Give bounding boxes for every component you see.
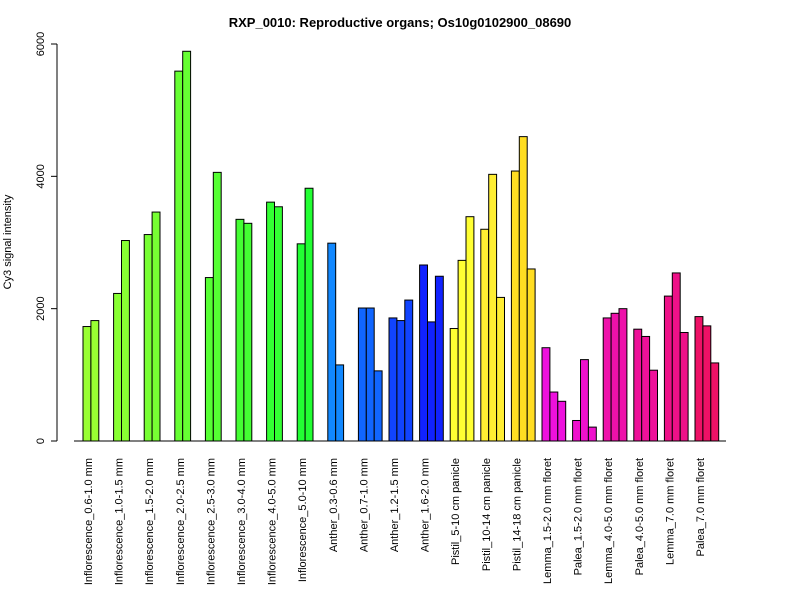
bar xyxy=(296,243,306,442)
bar xyxy=(204,277,214,442)
category-label: Lemma_4.0-5.0 mm floret xyxy=(603,458,615,584)
y-tick-label: 2000 xyxy=(35,296,47,320)
bar xyxy=(304,187,314,442)
category-label: Anther_0.3-0.6 mm xyxy=(328,458,340,552)
bar xyxy=(580,359,589,442)
category-label: Pistil_10-14 cm panicle xyxy=(481,458,493,571)
y-tick-label: 0 xyxy=(35,438,47,444)
category-label: Anther_1.6-2.0 mm xyxy=(420,458,432,552)
category-label: Inflorescence_1.0-1.5 mm xyxy=(114,458,126,585)
bar xyxy=(710,362,720,442)
bars xyxy=(82,50,720,442)
bar xyxy=(274,206,283,442)
bar xyxy=(572,419,581,442)
category-label: Lemma_7.0 mm floret xyxy=(664,458,676,565)
bar xyxy=(602,317,612,442)
bar xyxy=(510,170,520,442)
bar xyxy=(679,331,689,442)
y-tick-label: 4000 xyxy=(35,164,47,188)
bar xyxy=(702,325,712,442)
bar xyxy=(465,216,475,442)
category-label: Anther_0.7-1.0 mm xyxy=(358,458,370,552)
category-labels: Inflorescence_0.6-1.0 mm Inflorescence_1.… xyxy=(83,458,707,585)
bar xyxy=(143,234,153,442)
bar xyxy=(113,292,122,442)
category-label: Palea_4.0-5.0 mm floret xyxy=(634,458,646,575)
category-label: Inflorescence_1.5-2.0 mm xyxy=(144,458,156,585)
bar xyxy=(480,228,490,442)
bar xyxy=(243,222,253,442)
bar xyxy=(365,307,375,442)
bar xyxy=(663,295,673,442)
bar xyxy=(434,275,444,442)
y-tick-label: 6000 xyxy=(35,32,47,56)
bar xyxy=(404,299,414,442)
bar xyxy=(694,316,704,442)
bar xyxy=(610,312,620,442)
category-label: Palea_7.0 mm floret xyxy=(695,458,707,556)
bar xyxy=(151,211,161,442)
bar xyxy=(641,335,651,442)
bar xyxy=(526,268,536,442)
bar xyxy=(488,173,498,442)
bar xyxy=(121,240,130,442)
bar xyxy=(541,347,551,442)
bar xyxy=(449,328,459,442)
bar xyxy=(427,321,436,442)
bar xyxy=(671,272,681,442)
chart-title: RXP_0010: Reproductive organs; Os10g0102… xyxy=(229,15,572,30)
bar xyxy=(549,391,559,442)
bar xyxy=(557,400,567,442)
category-label: Inflorescence_2.0-2.5 mm xyxy=(175,458,187,585)
bar xyxy=(82,326,92,442)
category-label: Pistil_5-10 cm panicle xyxy=(450,458,462,565)
bar xyxy=(419,264,429,442)
bar xyxy=(266,201,276,442)
y-axis: 0 2000 4000 6000 xyxy=(35,32,58,444)
bar xyxy=(649,369,658,442)
bar xyxy=(182,50,192,442)
category-label: Inflorescence_5.0-10 mm xyxy=(297,458,309,582)
bar xyxy=(357,307,367,442)
category-label: Lemma_1.5-2.0 mm floret xyxy=(542,458,554,584)
bar xyxy=(618,308,628,442)
bar xyxy=(373,370,383,442)
bar xyxy=(587,426,597,442)
category-label: Palea_1.5-2.0 mm floret xyxy=(573,458,585,575)
category-label: Inflorescence_0.6-1.0 mm xyxy=(83,458,95,585)
bar xyxy=(633,328,643,442)
bar xyxy=(90,320,100,442)
y-axis-label: Cy3 signal intensity xyxy=(2,194,14,289)
bar xyxy=(396,320,406,442)
bar xyxy=(174,70,184,442)
category-label: Inflorescence_3.0-4.0 mm xyxy=(236,458,248,585)
bar xyxy=(327,242,337,442)
category-label: Inflorescence_2.5-3.0 mm xyxy=(205,458,217,585)
bar xyxy=(518,136,528,442)
bar xyxy=(235,218,245,442)
category-label: Anther_1.2-1.5 mm xyxy=(389,458,401,552)
bar xyxy=(496,296,506,442)
category-label: Pistil_14-18 cm panicle xyxy=(511,458,523,571)
bar xyxy=(457,259,467,442)
category-label: Inflorescence_4.0-5.0 mm xyxy=(267,458,279,585)
bar xyxy=(212,171,222,442)
bar xyxy=(335,364,345,442)
bar xyxy=(388,317,398,442)
